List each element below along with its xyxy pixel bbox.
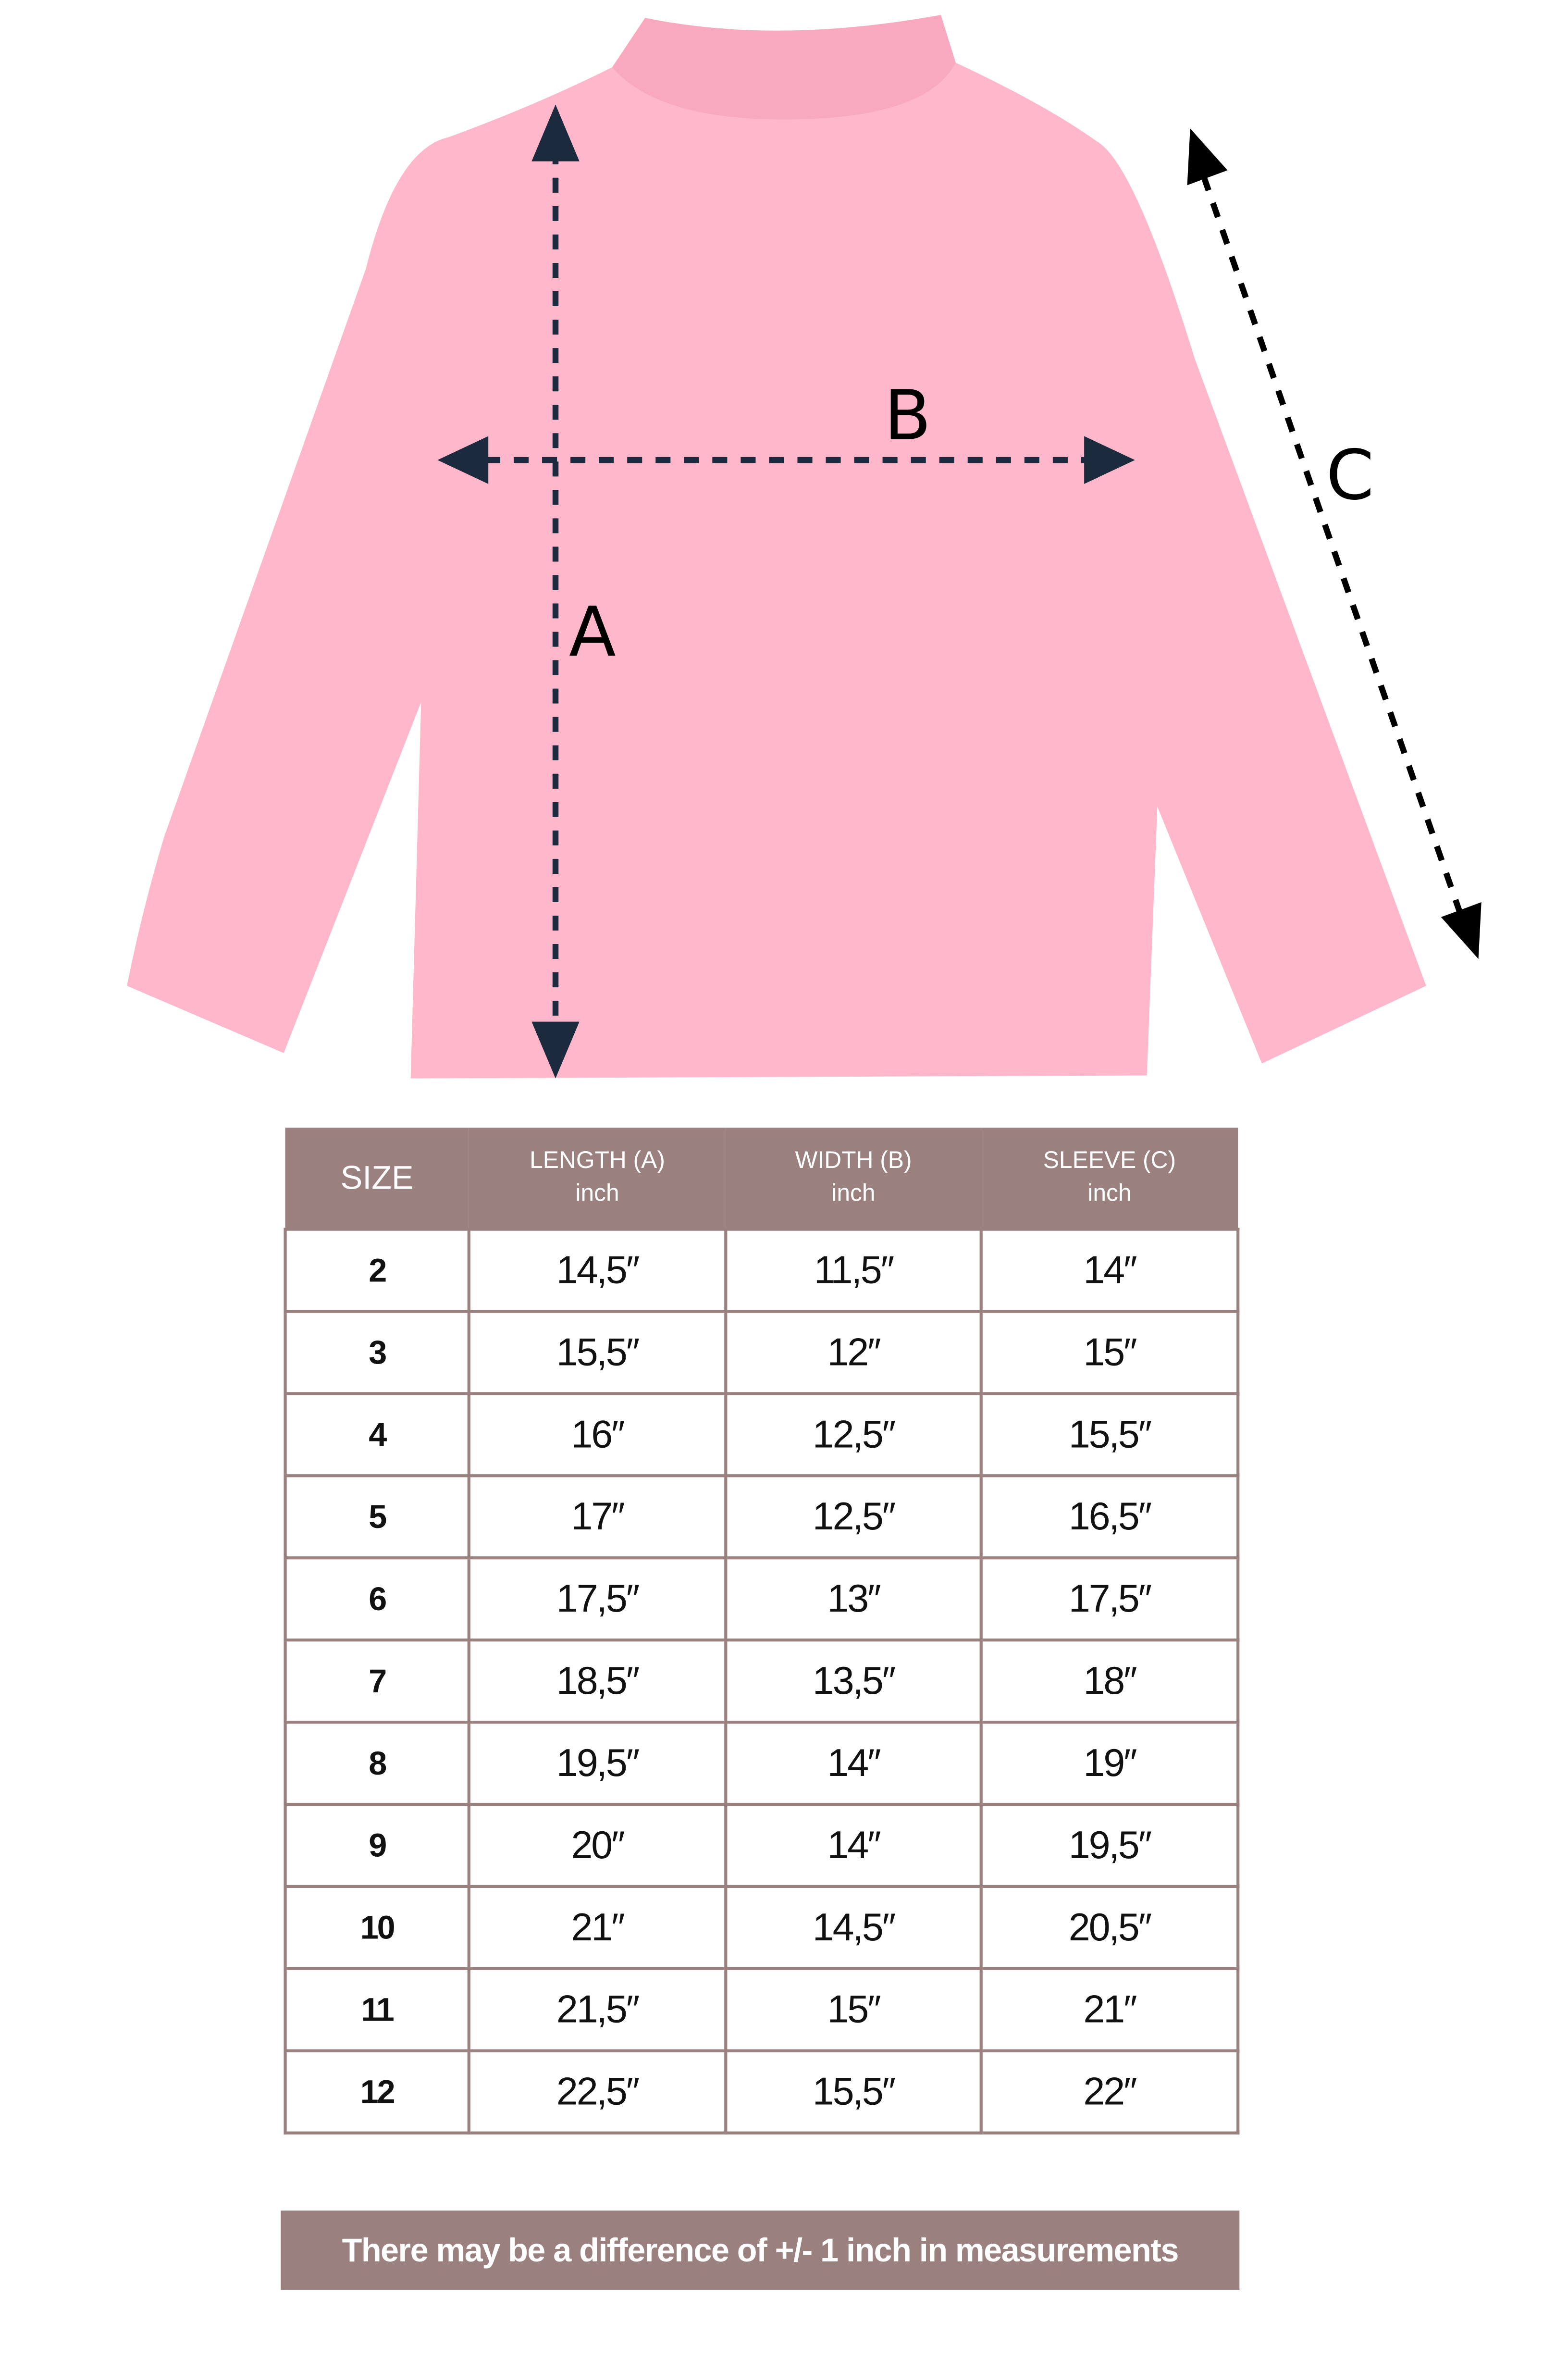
- cell-size: 7: [284, 1639, 470, 1724]
- cell-sleeve: 16,5″: [979, 1474, 1240, 1560]
- header-unit: inch: [1087, 1180, 1132, 1206]
- cell-width: 12,5″: [724, 1474, 983, 1560]
- cell-width: 13″: [724, 1556, 983, 1642]
- shirt-diagram: [127, 15, 1482, 1079]
- label-c: C: [1326, 435, 1374, 516]
- table-row: 11 21,5″ 15″ 21″: [284, 1967, 1240, 2052]
- header-title: SIZE: [340, 1158, 414, 1196]
- cell-length: 16″: [467, 1392, 728, 1477]
- cell-width: 14,5″: [724, 1885, 983, 1970]
- label-b: B: [884, 375, 931, 456]
- table-row: 12 22,5″ 15,5″ 22″: [284, 2049, 1240, 2135]
- cell-size: 4: [284, 1392, 470, 1477]
- cell-sleeve: 17,5″: [979, 1556, 1240, 1642]
- header-row: SIZE LENGTH (A) inch WIDTH (B) inch SLEEVE…: [285, 1128, 1238, 1229]
- cell-width: 14″: [724, 1720, 983, 1806]
- cell-sleeve: 19″: [979, 1720, 1240, 1806]
- cell-width: 15,5″: [724, 2049, 983, 2135]
- header-title: LENGTH (A): [530, 1148, 665, 1174]
- table-row: 5 17″ 12,5″ 16,5″: [284, 1474, 1240, 1560]
- cell-size: 2: [284, 1228, 470, 1313]
- collar: [612, 15, 956, 120]
- cell-sleeve: 22″: [979, 2049, 1240, 2135]
- cell-width: 13,5″: [724, 1639, 983, 1724]
- table-row: 10 21″ 14,5″ 20,5″: [284, 1885, 1240, 1970]
- cell-size: 12: [284, 2049, 470, 2135]
- cell-length: 18,5″: [467, 1639, 728, 1724]
- header-title: WIDTH (B): [795, 1148, 912, 1174]
- table-row: 8 19,5″ 14″ 19″: [284, 1720, 1240, 1806]
- header-length: LENGTH (A) inch: [469, 1128, 726, 1229]
- cell-width: 12″: [724, 1310, 983, 1395]
- cell-length: 22,5″: [467, 2049, 728, 2135]
- cell-length: 14,5″: [467, 1228, 728, 1313]
- cell-sleeve: 21″: [979, 1967, 1240, 2052]
- measurement-note: There may be a difference of +/- 1 inch …: [281, 2210, 1240, 2290]
- size-table: SIZE LENGTH (A) inch WIDTH (B) inch SLEEVE…: [284, 1128, 1240, 2135]
- cell-length: 21″: [467, 1885, 728, 1970]
- cell-sleeve: 15″: [979, 1310, 1240, 1395]
- cell-width: 15″: [724, 1967, 983, 2052]
- cell-width: 12,5″: [724, 1392, 983, 1477]
- table-row: 3 15,5″ 12″ 15″: [284, 1310, 1240, 1395]
- cell-length: 20″: [467, 1802, 728, 1888]
- cell-size: 11: [284, 1967, 470, 2052]
- table-row: 9 20″ 14″ 19,5″: [284, 1802, 1240, 1888]
- cell-sleeve: 14″: [979, 1228, 1240, 1313]
- header-title: SLEEVE (C): [1043, 1148, 1176, 1174]
- label-a: A: [568, 591, 616, 672]
- cell-size: 3: [284, 1310, 470, 1395]
- cell-size: 10: [284, 1885, 470, 1970]
- shirt-body: [127, 15, 1426, 1079]
- measure-a-arrow: [531, 104, 580, 1079]
- cell-sleeve: 19,5″: [979, 1802, 1240, 1888]
- cell-length: 19,5″: [467, 1720, 728, 1806]
- cell-sleeve: 15,5″: [979, 1392, 1240, 1477]
- table-row: 7 18,5″ 13,5″ 18″: [284, 1639, 1240, 1724]
- cell-width: 14″: [724, 1802, 983, 1888]
- table-row: 2 14,5″ 11,5″ 14″: [284, 1228, 1240, 1313]
- cell-width: 11,5″: [724, 1228, 983, 1313]
- header-width: WIDTH (B) inch: [726, 1128, 981, 1229]
- header-size: SIZE: [285, 1128, 469, 1229]
- measure-b-arrow: [437, 436, 1135, 484]
- header-unit: inch: [831, 1180, 876, 1206]
- table-row: 4 16″ 12,5″ 15,5″: [284, 1392, 1240, 1477]
- cell-length: 17″: [467, 1474, 728, 1560]
- cell-length: 17,5″: [467, 1556, 728, 1642]
- cell-size: 9: [284, 1802, 470, 1888]
- cell-size: 8: [284, 1720, 470, 1806]
- header-unit: inch: [575, 1180, 619, 1206]
- measure-c-arrow: [1187, 128, 1482, 959]
- cell-sleeve: 20,5″: [979, 1885, 1240, 1970]
- cell-length: 15,5″: [467, 1310, 728, 1395]
- cell-sleeve: 18″: [979, 1639, 1240, 1724]
- header-sleeve: SLEEVE (C) inch: [981, 1128, 1238, 1229]
- cell-size: 5: [284, 1474, 470, 1560]
- table-row: 6 17,5″ 13″ 17,5″: [284, 1556, 1240, 1642]
- cell-size: 6: [284, 1556, 470, 1642]
- cell-length: 21,5″: [467, 1967, 728, 2052]
